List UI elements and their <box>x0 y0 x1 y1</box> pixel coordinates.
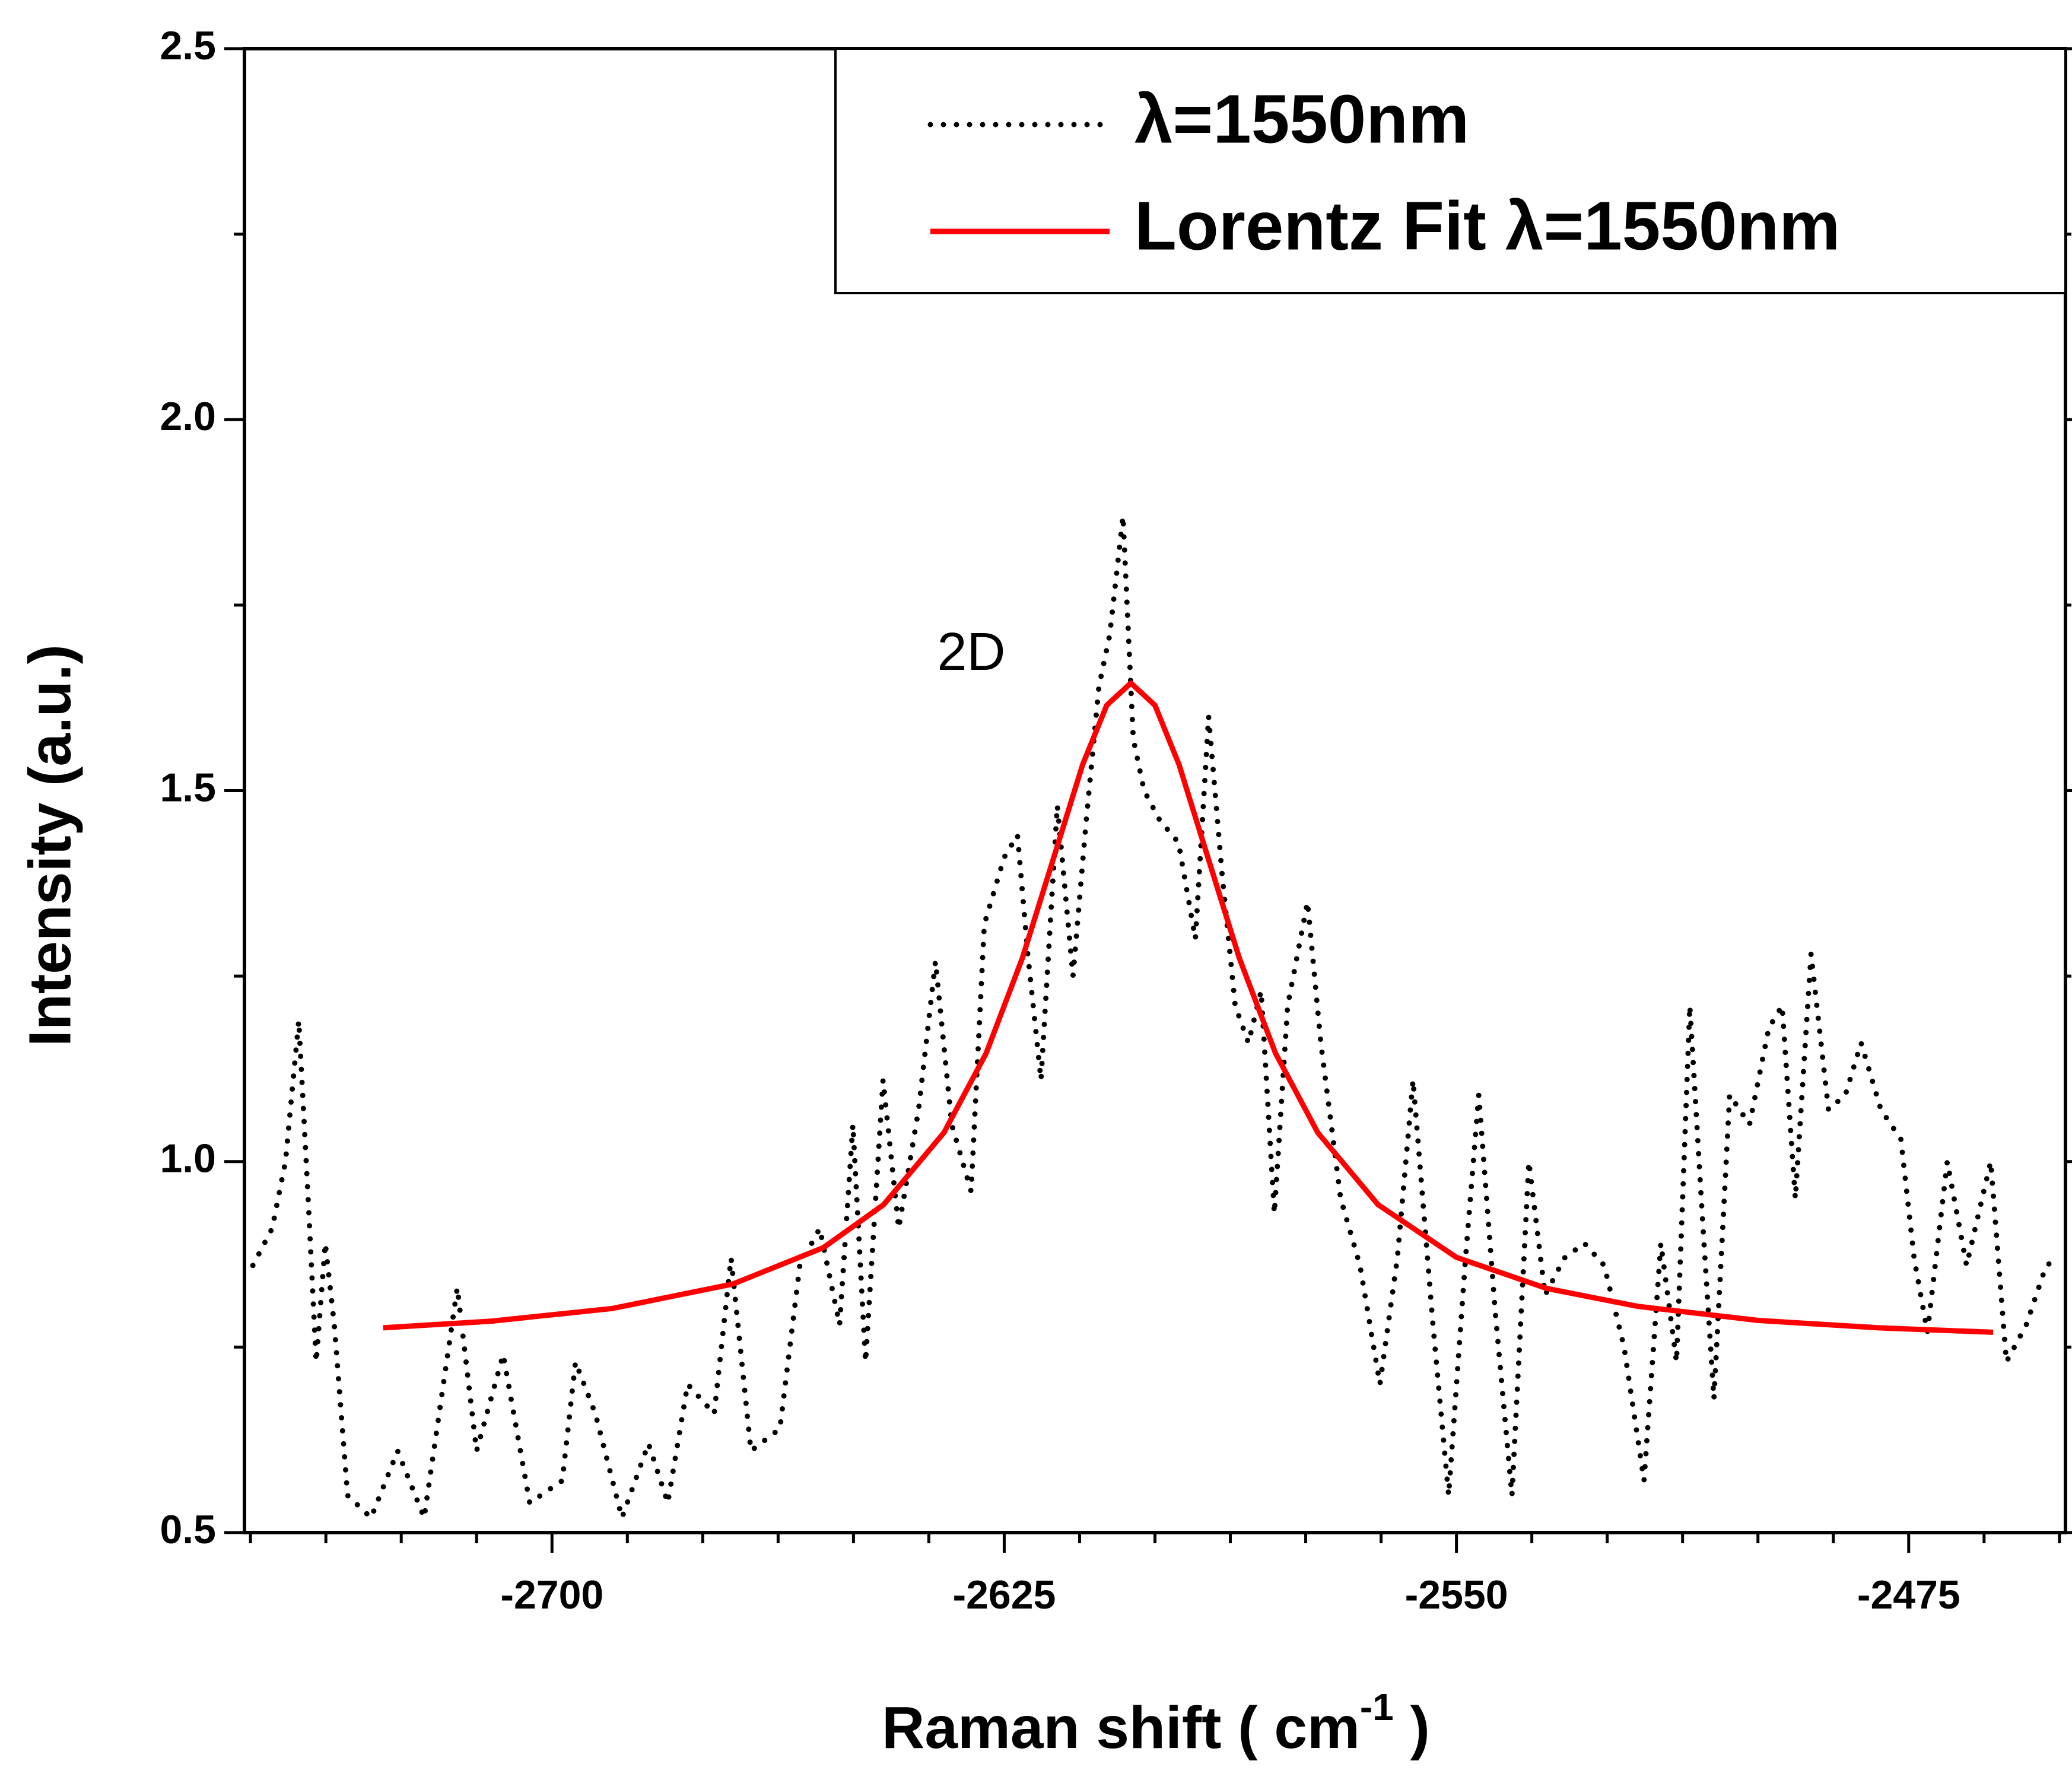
x-axis-title-main: Raman shift ( cm <box>882 1695 1360 1761</box>
x-axis-title: Raman shift ( cm-1 ) <box>882 1686 1430 1762</box>
x-tick-label: -2700 <box>500 1572 603 1617</box>
y-tick-label: 2.5 <box>160 23 216 68</box>
legend-label: Lorentz Fit λ=1550nm <box>1134 187 1840 265</box>
y-axis-title: Intensity (a.u.) <box>17 644 83 1047</box>
legend-label: λ=1550nm <box>1134 81 1469 158</box>
y-tick-label: 1.5 <box>160 765 216 810</box>
y-tick-label: 1.0 <box>160 1136 216 1181</box>
x-axis-title-tail: ) <box>1394 1695 1430 1761</box>
annotation: 2D <box>937 622 1005 682</box>
legend-box <box>834 47 2067 294</box>
y-tick-label: 0.5 <box>160 1507 216 1552</box>
x-tick-label: -2550 <box>1405 1572 1508 1617</box>
x-axis-title-sup: -1 <box>1360 1686 1394 1728</box>
x-tick-label: -2475 <box>1857 1572 1960 1617</box>
fit-line <box>383 680 1994 1335</box>
y-tick-label: 2.0 <box>160 394 216 439</box>
x-tick-label: -2625 <box>952 1572 1056 1617</box>
data-line-dotted <box>250 516 2063 1528</box>
